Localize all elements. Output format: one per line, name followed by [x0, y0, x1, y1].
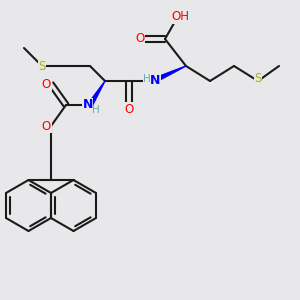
Text: N: N	[150, 74, 161, 88]
Text: O: O	[124, 103, 134, 116]
Text: OH: OH	[171, 10, 189, 23]
Text: S: S	[38, 59, 46, 73]
Polygon shape	[152, 66, 186, 83]
Text: O: O	[42, 119, 51, 133]
Text: H: H	[92, 105, 100, 116]
Text: O: O	[42, 77, 51, 91]
Polygon shape	[88, 81, 105, 106]
Text: N: N	[82, 98, 93, 112]
Text: S: S	[254, 72, 262, 85]
Text: O: O	[135, 32, 144, 46]
Text: H: H	[143, 74, 151, 84]
